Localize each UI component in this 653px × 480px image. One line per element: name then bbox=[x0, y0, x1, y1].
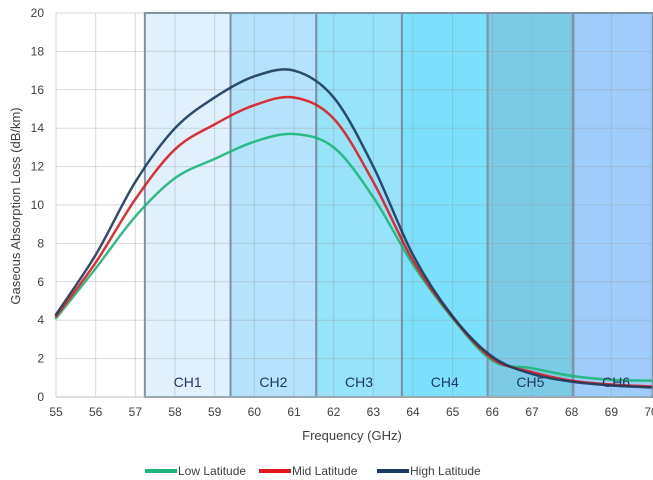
x-axis-title: Frequency (GHz) bbox=[302, 428, 402, 443]
series-line-low-latitude bbox=[54, 132, 653, 382]
x-tick-label: 66 bbox=[486, 405, 500, 419]
y-axis-ticks: 0 2 4 6 8 10 12 14 16 18 20 bbox=[31, 6, 45, 404]
x-axis-ticks: 55 56 57 58 59 60 61 62 63 64 65 66 67 68 69 70 bbox=[49, 405, 653, 419]
y-tick-label: 0 bbox=[37, 390, 44, 404]
x-tick-label: 69 bbox=[605, 405, 619, 419]
x-tick-label: 57 bbox=[129, 405, 143, 419]
channel-band-2 bbox=[230, 13, 317, 397]
x-tick-label: 55 bbox=[49, 405, 63, 419]
y-tick-label: 10 bbox=[31, 198, 45, 212]
legend-label: High Latitude bbox=[410, 464, 481, 478]
channel-label-1: CH1 bbox=[174, 374, 202, 390]
channel-label-3: CH3 bbox=[345, 374, 373, 390]
channel-label-5: CH5 bbox=[516, 374, 544, 390]
y-tick-label: 2 bbox=[37, 352, 44, 366]
x-tick-label: 56 bbox=[89, 405, 103, 419]
x-tick-label: 64 bbox=[406, 405, 420, 419]
channel-label-6: CH6 bbox=[602, 374, 630, 390]
series-line-mid-latitude bbox=[54, 95, 653, 388]
channel-bands bbox=[144, 13, 653, 397]
series-lines bbox=[54, 68, 653, 389]
y-tick-label: 14 bbox=[31, 121, 45, 135]
grid-lines bbox=[55, 12, 653, 398]
y-tick-label: 8 bbox=[37, 236, 44, 250]
legend-item-high-latitude: High Latitude bbox=[377, 464, 481, 478]
y-tick-label: 12 bbox=[31, 160, 45, 174]
x-tick-label: 67 bbox=[525, 405, 539, 419]
channel-band-5 bbox=[487, 13, 574, 397]
y-tick-label: 20 bbox=[31, 6, 45, 20]
channel-band-6 bbox=[573, 13, 653, 397]
channel-band-1 bbox=[144, 13, 231, 397]
x-tick-label: 59 bbox=[208, 405, 222, 419]
channel-labels: CH1 CH2 CH3 CH4 CH5 CH6 bbox=[174, 374, 631, 390]
channel-band-3 bbox=[316, 13, 402, 397]
y-tick-label: 18 bbox=[31, 44, 45, 58]
legend-item-mid-latitude: Mid Latitude bbox=[259, 464, 358, 478]
channel-label-2: CH2 bbox=[259, 374, 287, 390]
x-tick-label: 61 bbox=[287, 405, 301, 419]
legend: Low Latitude Mid Latitude High Latitude bbox=[145, 464, 481, 478]
y-tick-label: 16 bbox=[31, 83, 45, 97]
x-tick-label: 60 bbox=[248, 405, 262, 419]
channel-label-4: CH4 bbox=[431, 374, 459, 390]
x-tick-label: 70 bbox=[644, 405, 653, 419]
y-tick-label: 4 bbox=[37, 313, 44, 327]
y-tick-label: 6 bbox=[37, 275, 44, 289]
x-tick-label: 65 bbox=[446, 405, 460, 419]
x-tick-label: 68 bbox=[565, 405, 579, 419]
x-tick-label: 62 bbox=[327, 405, 341, 419]
legend-item-low-latitude: Low Latitude bbox=[145, 464, 246, 478]
y-axis-title: Gaseous Absorption Loss (dB/km) bbox=[8, 107, 23, 304]
x-tick-label: 58 bbox=[168, 405, 182, 419]
series-line-high-latitude bbox=[54, 68, 653, 389]
channel-band-4 bbox=[401, 13, 488, 397]
legend-label: Mid Latitude bbox=[292, 464, 358, 478]
x-tick-label: 63 bbox=[367, 405, 381, 419]
legend-label: Low Latitude bbox=[178, 464, 246, 478]
